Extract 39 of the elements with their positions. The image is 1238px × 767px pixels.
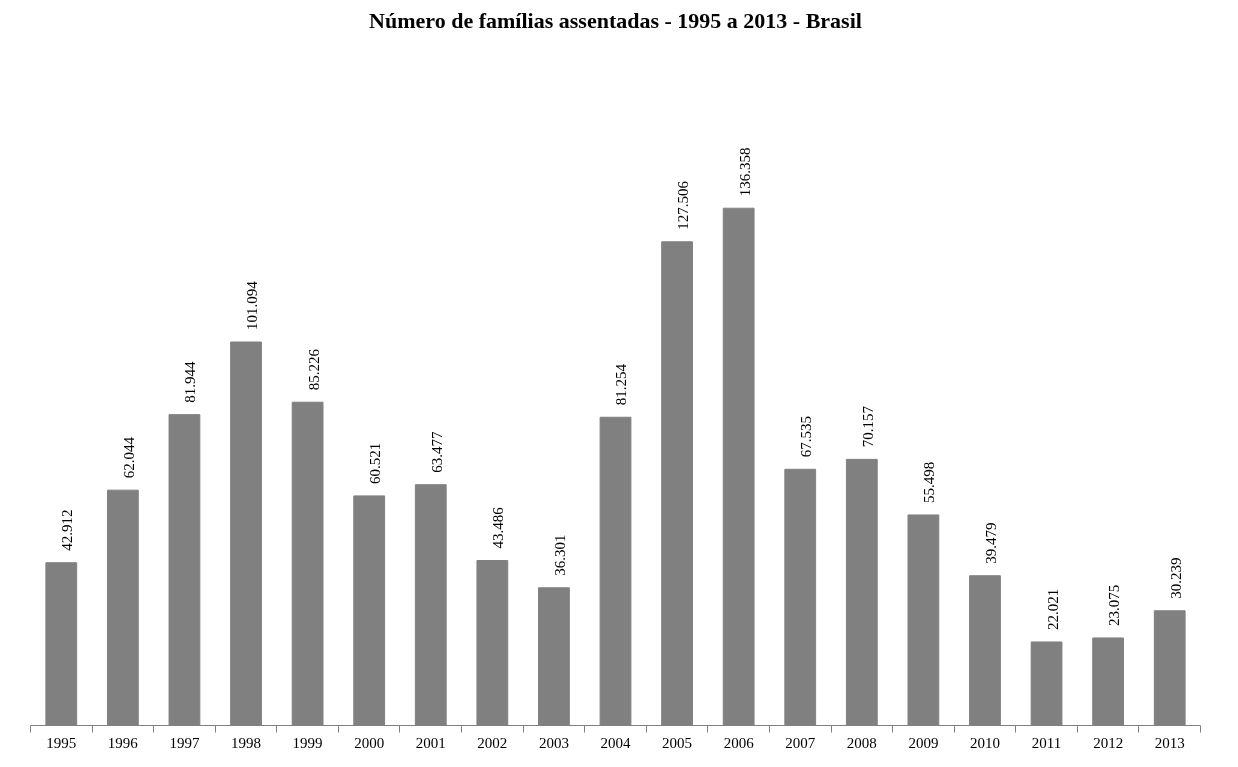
data-label: 43.486 — [490, 506, 507, 549]
data-label: 55.498 — [921, 461, 938, 503]
data-label: 60.521 — [367, 442, 384, 484]
x-tick-label: 2009 — [908, 734, 939, 751]
data-label: 70.157 — [859, 405, 876, 448]
x-tick-label: 2013 — [1154, 734, 1185, 751]
x-tick-label: 2011 — [1031, 734, 1062, 751]
data-label: 127.506 — [675, 180, 692, 230]
x-tick-label: 2006 — [723, 734, 755, 751]
x-tick-label: 2010 — [969, 734, 1000, 751]
x-tick-label: 2003 — [538, 734, 569, 751]
data-label: 39.479 — [982, 522, 999, 564]
data-label: 67.535 — [798, 416, 815, 458]
x-tick-label: 2001 — [415, 734, 446, 751]
x-tick-label: 2005 — [662, 734, 693, 751]
data-label: 81.944 — [182, 360, 199, 403]
x-tick-label: 1998 — [231, 734, 262, 751]
data-label: 30.239 — [1167, 557, 1184, 599]
data-label: 62.044 — [120, 436, 137, 479]
x-tick-label: 2000 — [354, 734, 385, 751]
x-tick-label: 2012 — [1093, 734, 1124, 751]
x-tick-label: 1999 — [292, 734, 323, 751]
x-tick-label: 2007 — [785, 734, 816, 751]
data-label: 81.254 — [613, 363, 630, 406]
x-tick-label: 2008 — [846, 734, 877, 751]
data-label: 63.477 — [428, 430, 445, 473]
x-tick-label: 1997 — [169, 734, 200, 751]
data-label: 36.301 — [551, 534, 568, 576]
x-tick-label: 2002 — [477, 734, 508, 751]
x-tick-label: 1995 — [46, 734, 77, 751]
x-tick-label: 2004 — [600, 734, 631, 751]
data-label: 101.094 — [244, 280, 261, 330]
data-label: 42.912 — [59, 509, 76, 551]
data-label: 22.021 — [1044, 588, 1061, 630]
data-label: 136.358 — [736, 147, 753, 197]
data-label: 85.226 — [305, 348, 322, 391]
chart-title: Número de famílias assentadas - 1995 a 2013 - Brasil — [369, 7, 862, 33]
data-label: 23.075 — [1106, 584, 1123, 626]
x-tick-label: 1996 — [107, 734, 139, 751]
